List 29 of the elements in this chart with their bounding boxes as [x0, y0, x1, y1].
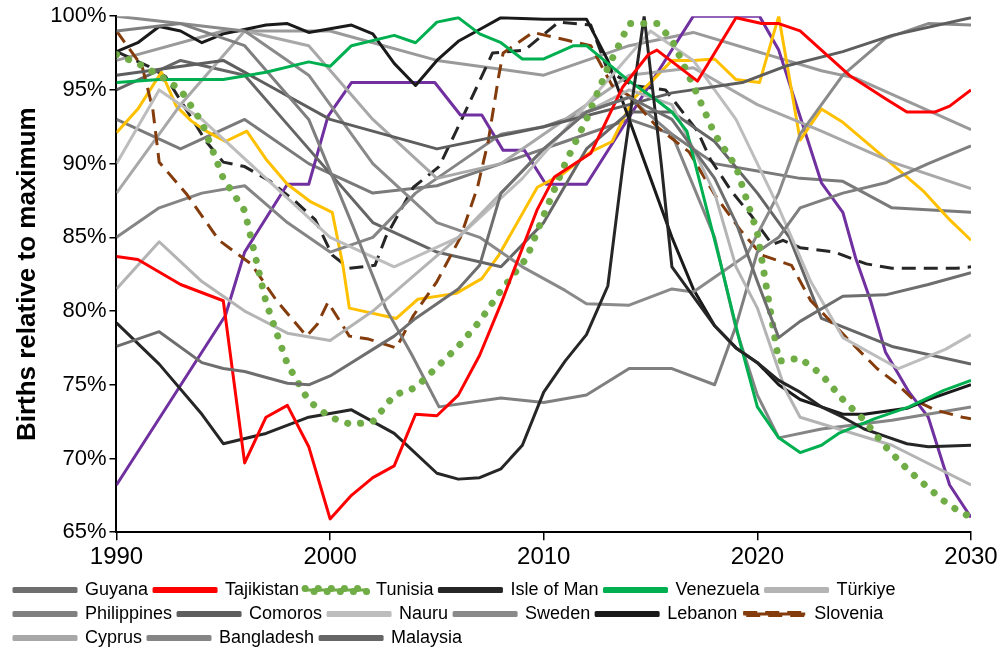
y-tick-label: 100% — [50, 2, 107, 28]
x-tick-label: 2010 — [517, 542, 571, 570]
legend-label: Philippines — [85, 602, 173, 623]
legend-label: Cyprus — [85, 626, 143, 647]
legend-label: Tajikistan — [225, 578, 300, 599]
y-tick-label: 85% — [62, 223, 107, 249]
legend-label: Venezuela — [675, 578, 761, 599]
x-tick-label: 1990 — [89, 542, 144, 570]
y-tick-label: 95% — [62, 75, 107, 101]
legend-label: Slovenia — [814, 602, 885, 623]
legend-label: Malaysia — [391, 626, 464, 647]
legend-label: Sweden — [525, 602, 591, 623]
legend-label: Isle of Man — [510, 578, 599, 599]
x-tick-label: 2030 — [944, 542, 998, 570]
legend-label: Lebanon — [667, 602, 738, 623]
y-tick-label: 70% — [62, 444, 107, 470]
x-tick-label: 2000 — [303, 542, 357, 570]
legend-label: Bangladesh — [219, 626, 315, 647]
y-tick-label: 75% — [62, 370, 107, 396]
y-tick-label: 80% — [62, 297, 107, 323]
x-tick-label: 2020 — [730, 542, 785, 570]
legend-label: Nauru — [399, 602, 449, 623]
legend-label: Türkiye — [836, 578, 896, 599]
legend-label: Tunisia — [376, 578, 435, 599]
legend-label: Comoros — [249, 602, 323, 623]
y-tick-label: 90% — [62, 149, 107, 175]
y-axis-title: Births relative to maximum — [10, 107, 41, 442]
legend-label: Guyana — [85, 578, 150, 599]
y-tick-label: 65% — [62, 518, 107, 544]
